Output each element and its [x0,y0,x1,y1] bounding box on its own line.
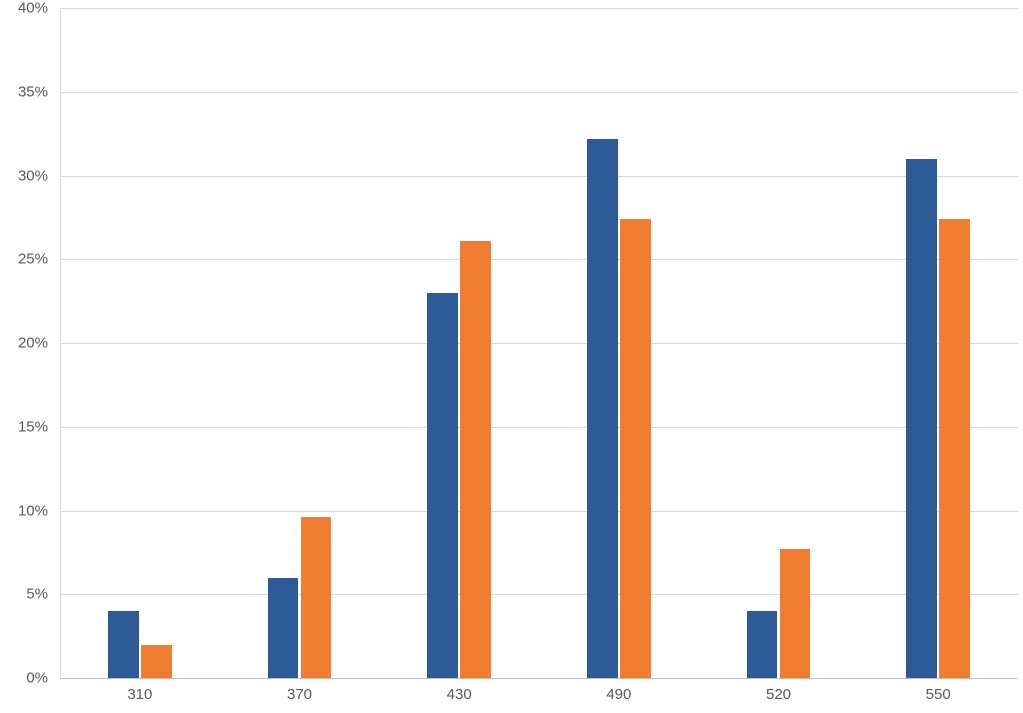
gridline [60,8,1018,9]
bar-series-1 [108,611,139,678]
gridline [60,511,1018,512]
y-tick-label: 0% [26,670,60,687]
bar-series-1 [268,578,299,679]
x-tick-label: 370 [287,678,312,703]
bar-chart: 0% 5% 10% 15% 20% 25% 30% 35% 40% 310 370 430 490 520… [0,0,1023,713]
bar-series-2 [301,517,332,678]
gridline [60,594,1018,595]
bar-series-1 [587,139,618,678]
x-tick-label: 550 [926,678,951,703]
gridline [60,92,1018,93]
y-tick-label: 25% [18,251,60,268]
gridline [60,259,1018,260]
bar-series-1 [427,293,458,678]
y-tick-label: 30% [18,167,60,184]
y-tick-label: 40% [18,0,60,17]
bar-series-2 [780,549,811,678]
bar-series-2 [620,219,651,678]
x-axis-line [60,678,1018,679]
plot-area: 0%5%10%15%20%25%30%35%40%310370430490520… [60,8,1018,678]
bar-series-2 [460,241,491,678]
y-tick-label: 5% [26,586,60,603]
bar-series-1 [906,159,937,678]
x-tick-label: 310 [127,678,152,703]
x-tick-label: 490 [606,678,631,703]
gridline [60,343,1018,344]
gridline [60,427,1018,428]
x-tick-label: 430 [447,678,472,703]
bar-series-2 [939,219,970,678]
x-tick-label: 520 [766,678,791,703]
bar-series-2 [141,645,172,679]
y-tick-label: 10% [18,502,60,519]
y-tick-label: 20% [18,335,60,352]
bar-series-1 [747,611,778,678]
y-tick-label: 35% [18,83,60,100]
gridline [60,176,1018,177]
y-tick-label: 15% [18,418,60,435]
